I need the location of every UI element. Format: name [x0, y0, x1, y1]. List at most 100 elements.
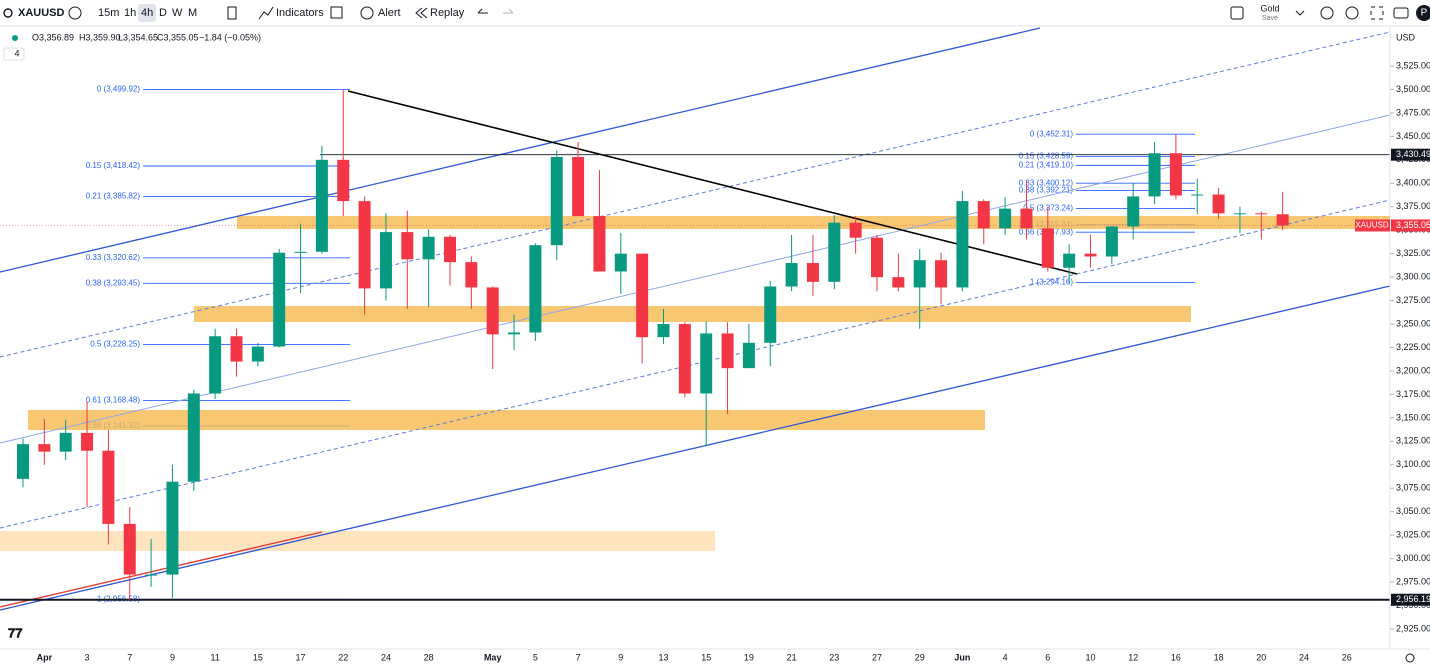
candle-body: [1063, 253, 1076, 268]
x-tick-label: 10: [1085, 652, 1095, 662]
candle-body: [550, 157, 563, 246]
interval-button[interactable]: W: [172, 7, 183, 19]
legend-change: −1.84 (−0.05%): [199, 32, 261, 42]
candle-body: [999, 208, 1012, 229]
price-lines: [0, 154, 1390, 601]
settings-icon[interactable]: [1345, 6, 1359, 20]
candle-body: [508, 332, 521, 335]
interval-button[interactable]: 1h: [124, 7, 136, 19]
candles: [17, 89, 1289, 600]
y-tick-label: 3,525.00: [1396, 60, 1430, 70]
x-tick-label: Jun: [954, 652, 970, 662]
y-tick-label: 3,325.00: [1396, 248, 1430, 258]
candle-body: [401, 232, 414, 260]
indicator-count: 4: [14, 48, 19, 58]
undo-icon[interactable]: [477, 8, 488, 14]
candle-body: [59, 432, 72, 452]
y-tick-label: 3,075.00: [1396, 483, 1430, 493]
x-tick-label: 21: [787, 652, 797, 662]
y-tick-label: 3,300.00: [1396, 272, 1430, 282]
layout-icon[interactable]: [1230, 6, 1244, 20]
price-tag-label: 3,430.49: [1396, 149, 1430, 159]
fib-label: 0.38 (3,392.21): [1019, 186, 1074, 195]
replay-button[interactable]: Replay: [430, 7, 465, 19]
candle-body: [700, 333, 713, 394]
x-tick-label: 6: [1045, 652, 1050, 662]
candle-body: [1148, 153, 1161, 197]
candle-body: [1212, 194, 1225, 214]
indicator-count-box[interactable]: [3, 47, 25, 61]
zone: [28, 410, 985, 430]
market-status: [12, 35, 18, 41]
interval-button[interactable]: 4h: [141, 7, 153, 19]
candle-body: [764, 286, 777, 343]
y-tick-label: 3,000.00: [1396, 553, 1430, 563]
fullscreen-icon[interactable]: [1370, 6, 1384, 20]
interval-button[interactable]: 15m: [98, 7, 119, 19]
candle-body: [871, 237, 883, 278]
snapshot-icon[interactable]: [1393, 7, 1409, 19]
candle-body: [785, 263, 798, 287]
interval-button[interactable]: M: [188, 7, 197, 19]
fib-label: 0.61 (3,168.48): [86, 396, 141, 405]
chart-type-icon[interactable]: [227, 6, 237, 20]
y-tick-label: 3,100.00: [1396, 459, 1430, 469]
layout-name[interactable]: Gold: [1260, 3, 1279, 13]
compare-icon[interactable]: [68, 6, 82, 20]
currency[interactable]: USD: [1396, 32, 1416, 42]
candle-body: [422, 236, 435, 260]
candle-body: [209, 336, 222, 394]
x-tick-label: 26: [1342, 652, 1352, 662]
avatar[interactable]: [1416, 5, 1430, 21]
channel-inner-dashed: [0, 199, 1391, 529]
candle-body: [17, 444, 29, 479]
alert-button[interactable]: Alert: [378, 7, 401, 19]
candle-body: [358, 201, 371, 289]
y-tick-label: 3,225.00: [1396, 342, 1430, 352]
x-tick-label: 3: [85, 652, 90, 662]
templates-icon[interactable]: [330, 6, 343, 19]
y-tick-label: 3,200.00: [1396, 365, 1430, 375]
indicators-button[interactable]: Indicators: [276, 7, 324, 19]
candle-body: [145, 574, 158, 576]
x-tick-label: 24: [1299, 652, 1309, 662]
fib-label: 0.15 (3,418.42): [86, 161, 141, 170]
candle-body: [251, 346, 264, 362]
candle-body: [1041, 228, 1054, 268]
y-tick-label: 2,975.00: [1396, 576, 1430, 586]
candle-body: [444, 236, 456, 263]
candle-body: [379, 232, 392, 289]
y-tick-label: 2,925.00: [1396, 623, 1430, 633]
candle-body: [977, 201, 990, 229]
alert-icon: [360, 6, 374, 20]
fib-label: 0.21 (3,385.82): [86, 192, 141, 201]
price-axis: [1390, 27, 1430, 649]
x-tick-label: 29: [915, 652, 925, 662]
support-line: [0, 531, 323, 608]
fib-label: 0.38 (3,293.45): [86, 278, 141, 287]
y-tick-label: 3,025.00: [1396, 530, 1430, 540]
downtrend-line: [347, 90, 1078, 275]
layout-menu[interactable]: [1295, 10, 1305, 16]
candle-body: [636, 253, 649, 338]
fib-drawings: 0 (3,499.92) 0.15 (3,418.42) 0.21 (3,385.8…: [86, 85, 1195, 603]
x-tick-label: 11: [210, 652, 219, 662]
price-tag: [1391, 593, 1430, 606]
x-tick-label: May: [484, 652, 502, 662]
candle-body: [1191, 194, 1204, 196]
symbol[interactable]: XAUUSD: [18, 7, 65, 19]
y-tick-label: 3,125.00: [1396, 436, 1430, 446]
candle-body: [230, 336, 243, 362]
legend-open: O3,356.89: [32, 32, 74, 42]
fib-label: 0.33 (3,320.62): [86, 253, 141, 262]
quick-search[interactable]: [1320, 6, 1334, 20]
redo-icon[interactable]: [503, 8, 514, 14]
axis-settings[interactable]: [1405, 653, 1415, 663]
search-icon[interactable]: [3, 8, 13, 18]
x-tick-label: 23: [829, 652, 839, 662]
fib-label: 0.33 (3,400.12): [1019, 178, 1074, 187]
fib-label: 1 (3,294.16): [1030, 278, 1073, 287]
zone: [0, 531, 715, 551]
interval-button[interactable]: D: [159, 7, 167, 19]
